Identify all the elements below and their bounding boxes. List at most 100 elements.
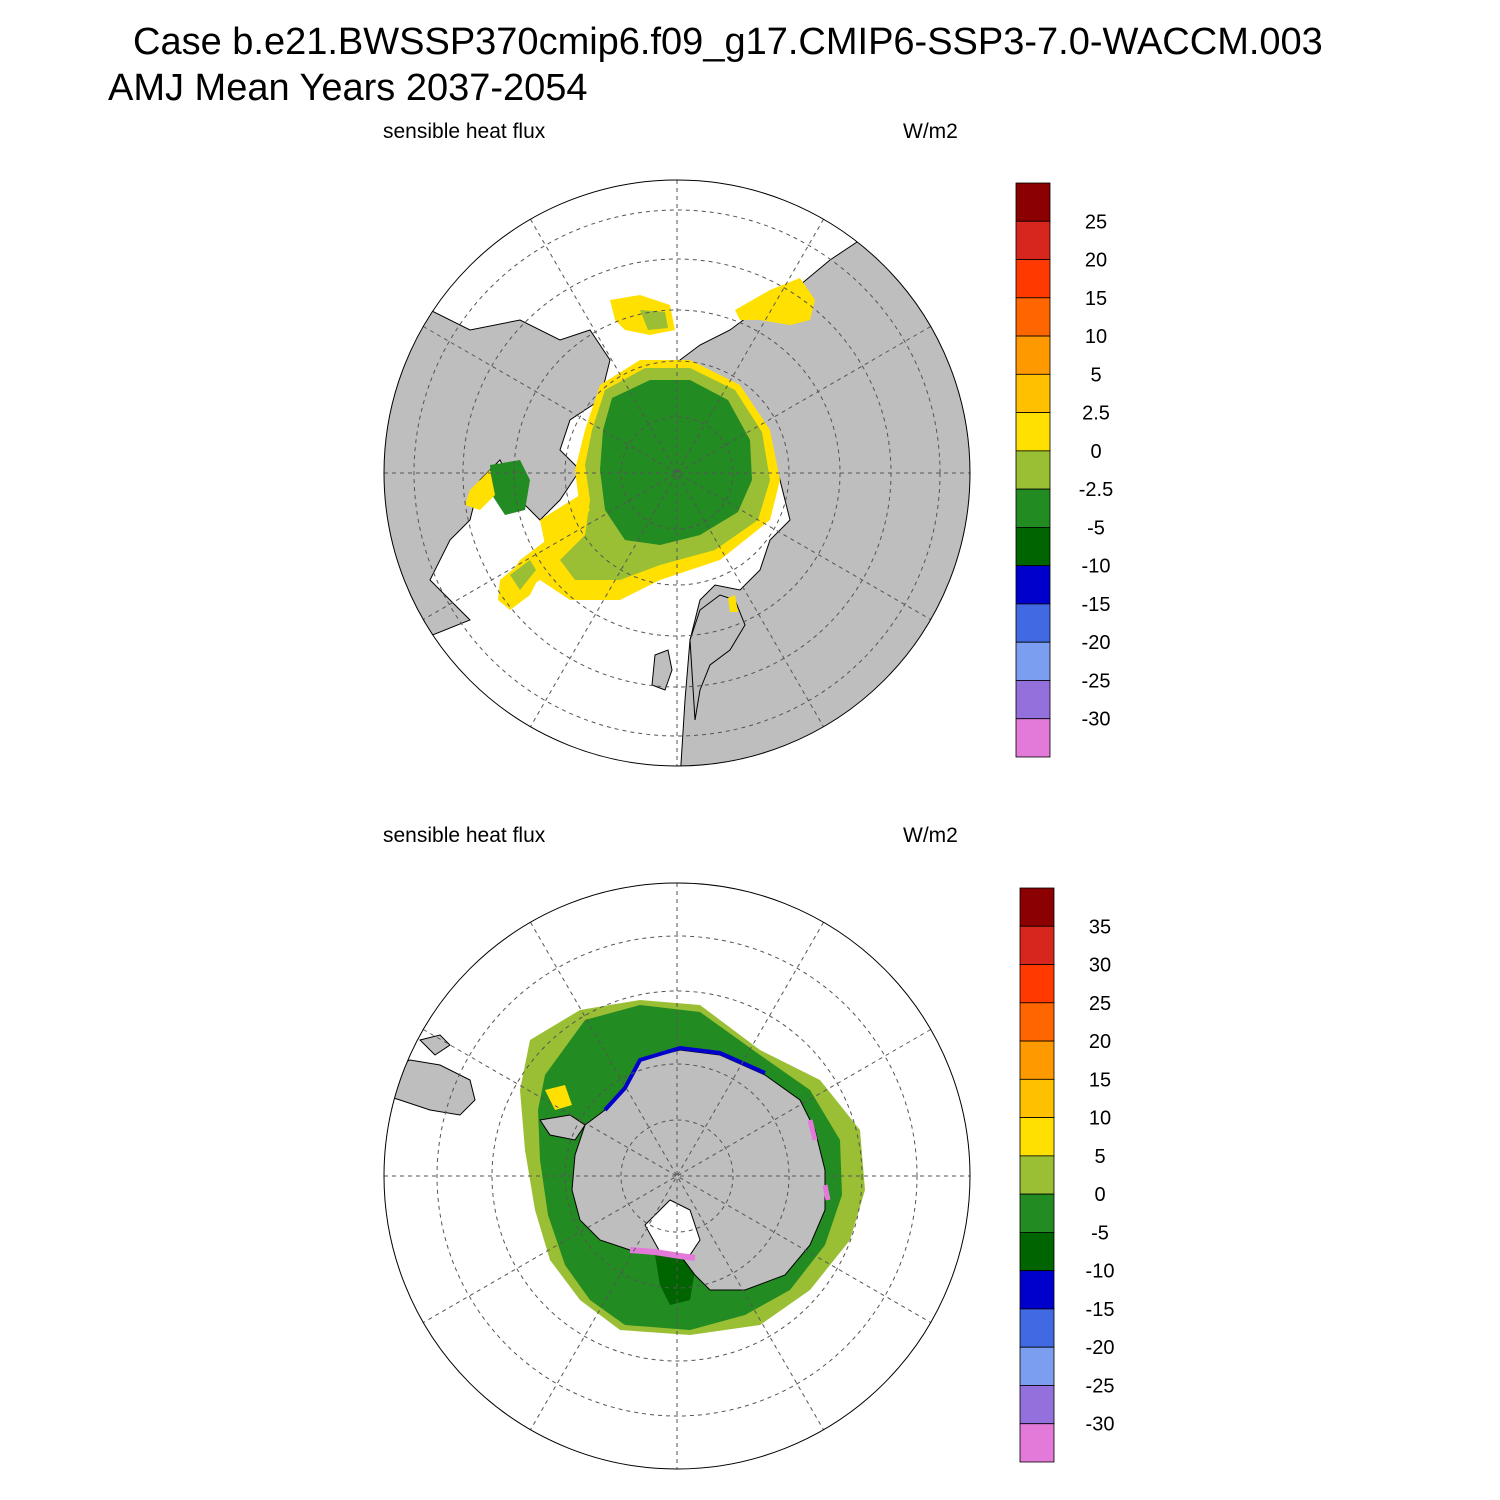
antarctic-flux-green <box>538 1005 842 1330</box>
colorbar-tick-label: 0 <box>1090 441 1101 463</box>
greenland-land <box>559 479 666 596</box>
colorbar-swatch <box>1019 1232 1055 1272</box>
colorbar-swatch <box>1015 412 1051 452</box>
arctic-flux-yellow <box>500 360 780 600</box>
south-america-land <box>384 1059 476 1116</box>
colorbar-tick-label: -25 <box>1086 1375 1115 1397</box>
colorbar-tick-label: -20 <box>1082 632 1111 654</box>
colorbar-arctic: 25 20 15 10 5 2.5 0 -2.5 -5 -10 -15 -20 -25 -30 <box>1015 182 1113 758</box>
colorbar-tick-label: 20 <box>1089 1031 1111 1053</box>
eurasia-land <box>679 239 970 766</box>
antarctic-map-content <box>384 883 970 1469</box>
colorbar-swatch <box>1019 925 1055 965</box>
antarctic-flux-darkgreen <box>655 1250 695 1305</box>
colorbar-swatch <box>1019 1270 1055 1310</box>
colorbar-swatch <box>1015 718 1051 758</box>
colorbar-swatch <box>1019 1346 1055 1386</box>
okhotsk-flux-yellow <box>735 278 815 325</box>
colorbar-swatch <box>1019 1040 1055 1080</box>
antarctic-coast-purple-east <box>807 1119 831 1201</box>
arctic-graticule <box>384 180 970 766</box>
british-isles-land <box>651 649 673 691</box>
antarctic-peninsula-land <box>539 1114 586 1141</box>
colorbar-antarctic: 35 30 25 20 15 10 5 0 -5 -10 -15 -20 -25 -30 <box>1019 887 1115 1463</box>
antarctic-flux-lightgreen <box>520 1000 865 1335</box>
colorbar-tick-label: -15 <box>1082 594 1111 616</box>
figure-title-line-1: Case b.e21.BWSSP370cmip6.f09_g17.CMIP6-S… <box>133 21 1323 63</box>
colorbar-tick-label: 10 <box>1085 326 1107 348</box>
colorbar-swatch <box>1019 1117 1055 1157</box>
antarctic-coast-blue <box>603 1045 766 1112</box>
colorbar-swatch <box>1015 527 1051 567</box>
baffin-flux-yellow <box>540 495 590 545</box>
colorbar-swatch <box>1015 182 1051 222</box>
colorbar-tick-label: 30 <box>1089 955 1111 977</box>
colorbar-swatch <box>1019 1423 1055 1463</box>
antarctic-map-border <box>383 882 971 1470</box>
bering-flux-yellow <box>610 295 675 335</box>
colorbar-tick-label: -15 <box>1086 1299 1115 1321</box>
arctic-background <box>384 180 970 766</box>
colorbar-swatch <box>1015 335 1051 375</box>
colorbar-swatch <box>1019 1308 1055 1348</box>
colorbar-swatch <box>1015 297 1051 337</box>
colorbar-tick-label: -20 <box>1086 1337 1115 1359</box>
colorbar-tick-label: -25 <box>1082 670 1111 692</box>
colorbar-tick-label: 5 <box>1090 364 1101 386</box>
hudson-bay-flux-green <box>490 460 530 515</box>
arctic-map-border <box>383 179 971 767</box>
colorbar-swatch <box>1019 1078 1055 1119</box>
figure-title-line-2: AMJ Mean Years 2037-2054 <box>108 67 588 109</box>
colorbar-swatch <box>1015 220 1051 260</box>
colorbar-swatch <box>1015 488 1051 528</box>
colorbar-tick-label: 10 <box>1089 1108 1111 1130</box>
colorbar-swatch <box>1019 1193 1055 1233</box>
colorbar-tick-label: -10 <box>1086 1261 1115 1283</box>
labrador-flux-yellow <box>498 555 545 610</box>
falklands-land <box>419 1034 451 1056</box>
colorbar-swatch <box>1019 1002 1055 1042</box>
colorbar-tick-label: -5 <box>1091 1222 1109 1244</box>
colorbar-tick-label: 20 <box>1085 250 1107 272</box>
antarctic-coast-purple <box>629 1247 696 1261</box>
colorbar-tick-label: 35 <box>1089 916 1111 938</box>
panel-2-variable-label: sensible heat flux <box>383 824 546 847</box>
labrador-flux-green <box>510 560 536 590</box>
weddell-flux-yellow <box>545 1085 572 1110</box>
ross-ice-shelf <box>644 1199 701 1256</box>
colorbar-swatch <box>1015 373 1051 414</box>
colorbar-swatch <box>1015 641 1051 681</box>
arctic-flux-lightgreen <box>560 368 770 580</box>
arctic-map-content <box>384 180 970 766</box>
bering-flux-green <box>640 310 668 330</box>
colorbar-tick-label: -30 <box>1082 709 1111 731</box>
colorbar-tick-label: -30 <box>1086 1414 1115 1436</box>
colorbar-swatch <box>1019 887 1055 927</box>
colorbar-tick-label: -2.5 <box>1079 479 1113 501</box>
colorbar-tick-label: 15 <box>1085 288 1107 310</box>
colorbar-tick-label: 15 <box>1089 1069 1111 1091</box>
hudson-bay-flux-yellow <box>465 470 495 510</box>
baltic-flux-yellow <box>728 595 738 612</box>
colorbar-tick-label: 2.5 <box>1082 403 1110 425</box>
panel-2-units-label: W/m2 <box>903 824 958 847</box>
colorbar-swatch <box>1019 964 1055 1004</box>
colorbar-swatch <box>1015 680 1051 720</box>
antarctic-graticule <box>384 883 970 1469</box>
colorbar-tick-label: 5 <box>1094 1146 1105 1168</box>
colorbar-swatch <box>1015 565 1051 605</box>
colorbar-swatch <box>1015 603 1051 643</box>
north-america-land <box>384 304 611 641</box>
colorbar-tick-label: -5 <box>1087 517 1105 539</box>
colorbar-swatch <box>1015 450 1051 490</box>
colorbar-tick-label: 25 <box>1085 211 1107 233</box>
colorbar-swatch <box>1019 1385 1055 1425</box>
colorbar-tick-label: -10 <box>1082 556 1111 578</box>
panel-1-units-label: W/m2 <box>903 120 958 143</box>
colorbar-tick-label: 25 <box>1089 993 1111 1015</box>
antarctica-land <box>571 1049 826 1291</box>
arctic-flux-green <box>600 380 752 545</box>
colorbar-tick-label: 0 <box>1094 1184 1105 1206</box>
